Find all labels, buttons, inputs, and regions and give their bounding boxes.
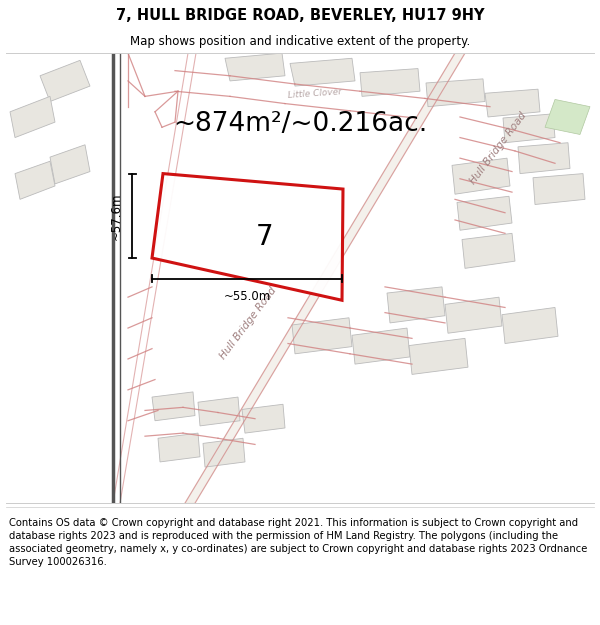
Polygon shape [462,233,515,268]
Polygon shape [50,145,90,184]
Polygon shape [152,392,195,421]
Polygon shape [457,196,512,230]
Text: ~55.0m: ~55.0m [223,290,271,303]
Polygon shape [10,96,55,138]
Polygon shape [533,174,585,204]
Polygon shape [518,142,570,174]
Polygon shape [152,174,343,300]
Text: Map shows position and indicative extent of the property.: Map shows position and indicative extent… [130,35,470,48]
Polygon shape [15,161,55,199]
Text: Hull Bridge Road: Hull Bridge Road [218,285,278,361]
Polygon shape [360,69,420,96]
Polygon shape [387,287,445,323]
Polygon shape [198,397,240,426]
Polygon shape [503,114,555,142]
Polygon shape [452,158,510,194]
Text: Contains OS data © Crown copyright and database right 2021. This information is : Contains OS data © Crown copyright and d… [9,518,587,568]
Polygon shape [225,53,285,81]
Polygon shape [426,79,485,107]
Polygon shape [502,308,558,344]
Text: Hull Bridge Road: Hull Bridge Road [468,110,528,186]
Polygon shape [242,404,285,433]
Text: 7: 7 [256,224,274,251]
Polygon shape [158,433,200,462]
Polygon shape [352,328,410,364]
Polygon shape [40,61,90,101]
Polygon shape [292,318,352,354]
Polygon shape [445,297,502,333]
Text: ~874m²/~0.216ac.: ~874m²/~0.216ac. [173,111,427,137]
Polygon shape [409,338,468,374]
Polygon shape [290,58,355,86]
Polygon shape [545,99,590,134]
Text: ~57.6m: ~57.6m [110,192,123,239]
Polygon shape [185,53,465,503]
Polygon shape [203,438,245,467]
Text: 7, HULL BRIDGE ROAD, BEVERLEY, HU17 9HY: 7, HULL BRIDGE ROAD, BEVERLEY, HU17 9HY [116,8,484,23]
Polygon shape [485,89,540,117]
Text: Little Clover: Little Clover [287,87,343,99]
